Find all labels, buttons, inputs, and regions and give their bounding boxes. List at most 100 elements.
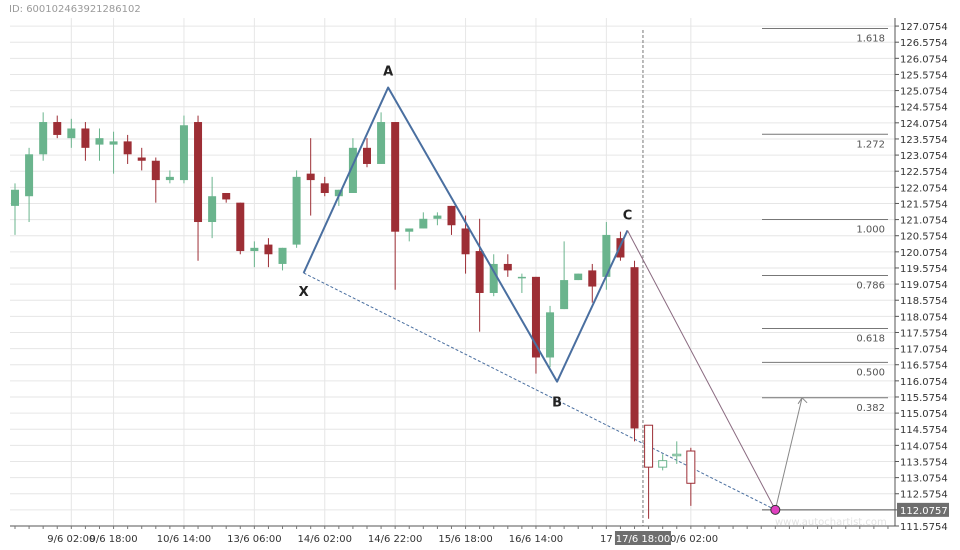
- candle-body: [95, 138, 104, 145]
- candle-body: [419, 218, 428, 229]
- candle-body: [377, 122, 386, 164]
- candle-body: [292, 176, 301, 245]
- y-tick-label: 126.0754: [900, 54, 948, 65]
- time-axis: 9/6 02:009/6 18:00 10/6 14:00 13/6 06:00 14…: [10, 525, 895, 545]
- y-tick-label: 119.0754: [900, 280, 948, 291]
- harmonic-pattern: X A B C: [299, 65, 808, 515]
- y-tick-label: 118.5754: [900, 296, 948, 307]
- candle-body: [574, 273, 583, 281]
- candle-body: [222, 192, 231, 200]
- candle-body: [630, 267, 639, 429]
- y-tick-label: 123.5754: [900, 135, 948, 146]
- y-tick-label: 126.5754: [900, 38, 948, 49]
- candle-body: [123, 141, 132, 155]
- y-tick-label: 115.5754: [900, 393, 948, 404]
- y-tick-label: 118.0754: [900, 312, 948, 323]
- time-highlight-label: 17/6 18:00: [616, 534, 670, 545]
- trend-lines: [303, 30, 776, 526]
- y-tick-label: 121.0754: [900, 216, 948, 227]
- y-tick-label: 113.5754: [900, 457, 948, 468]
- xd-dashed-line: [303, 272, 776, 511]
- candle-body: [194, 122, 203, 223]
- x-tick-label: 10/6 14:00: [157, 534, 211, 545]
- candle-body: [208, 196, 217, 223]
- y-tick-label: 125.5754: [900, 70, 948, 81]
- candle-body: [588, 270, 597, 287]
- candle-body: [503, 263, 512, 271]
- candle-body: [546, 312, 555, 358]
- candle-body: [672, 453, 682, 457]
- candle-body: [602, 234, 611, 277]
- candle-body: [658, 460, 668, 468]
- y-tick-label: 113.0754: [900, 474, 948, 485]
- candle-body: [109, 141, 118, 145]
- candle-body: [686, 450, 696, 484]
- x-tick-label: 14/6 02:00: [298, 534, 352, 545]
- y-tick-label: 120.0754: [900, 248, 948, 259]
- y-tick-label: 120.5754: [900, 232, 948, 243]
- candle-body: [517, 276, 526, 279]
- y-tick-label: 116.0754: [900, 377, 948, 388]
- fib-level-label: 1.272: [856, 139, 885, 150]
- y-tick-label: 111.5754: [900, 522, 948, 533]
- candle-body: [644, 424, 654, 468]
- y-tick-label: 115.0754: [900, 409, 948, 420]
- y-tick-label: 117.5754: [900, 328, 948, 339]
- x-tick-label: 9/6 02:00: [47, 534, 95, 545]
- y-tick-label: 127.0754: [900, 22, 948, 33]
- candle-body: [165, 176, 174, 181]
- fib-level-label: 0.786: [856, 281, 885, 292]
- y-tick-label: 114.5754: [900, 425, 948, 436]
- completion-point-marker: [770, 504, 781, 515]
- x-tick-label: 16/6 14:00: [509, 534, 563, 545]
- fib-level-label: 1.000: [856, 224, 885, 235]
- candle-body: [334, 189, 343, 197]
- price-axis: 127.0754 126.5754 126.0754 125.5754 125.0754…: [894, 18, 949, 533]
- candle-body: [363, 147, 371, 164]
- fib-level-label: 0.382: [856, 403, 885, 414]
- candle-body: [11, 189, 19, 206]
- candle-body: [447, 205, 456, 226]
- fib-level-label: 1.618: [856, 33, 885, 44]
- x-tick-label: 14/6 22:00: [368, 534, 422, 545]
- chart-id-label: ID: 6001024639212861​02: [9, 4, 141, 15]
- candle-body: [531, 276, 540, 358]
- candle-body: [278, 247, 287, 264]
- candle-body: [391, 122, 400, 232]
- pattern-point-label-x: X: [299, 285, 309, 300]
- candle-body: [67, 128, 76, 139]
- candle-body: [475, 251, 484, 293]
- y-tick-label: 112.5754: [900, 490, 948, 501]
- candle-body: [306, 173, 315, 181]
- fib-level-label: 0.618: [856, 333, 885, 344]
- x-tick-label: 20/6 02:00: [664, 534, 718, 545]
- y-tick-label: 122.5754: [900, 167, 948, 178]
- time-highlight-bg: [614, 531, 671, 545]
- candle-body: [433, 215, 442, 219]
- candle-body: [25, 154, 34, 197]
- cd-projection-line: [627, 230, 776, 511]
- candle-body: [320, 183, 329, 193]
- y-tick-label: 121.5754: [900, 199, 948, 210]
- candle-body: [250, 247, 259, 252]
- candle-body: [560, 280, 569, 310]
- current-price-bg: [897, 502, 949, 517]
- y-tick-label: 123.0754: [900, 151, 948, 162]
- xabc-pattern-line: [302, 86, 629, 383]
- candle-body: [405, 228, 414, 232]
- y-tick-label: 125.0754: [900, 87, 948, 98]
- candle-body: [179, 125, 188, 181]
- candle-body: [137, 157, 146, 161]
- candle-body: [264, 244, 273, 255]
- candle-body: [81, 128, 90, 148]
- y-tick-label: 114.0754: [900, 441, 948, 452]
- candles: [11, 112, 696, 519]
- candle-body: [489, 263, 498, 293]
- candle-body: [348, 147, 357, 193]
- current-price-label: 112.0757: [900, 506, 948, 517]
- x-tick-label: 17: [600, 534, 613, 545]
- candle-body: [236, 202, 245, 252]
- y-tick-label: 124.5754: [900, 103, 948, 114]
- pattern-point-label-a: A: [383, 65, 393, 80]
